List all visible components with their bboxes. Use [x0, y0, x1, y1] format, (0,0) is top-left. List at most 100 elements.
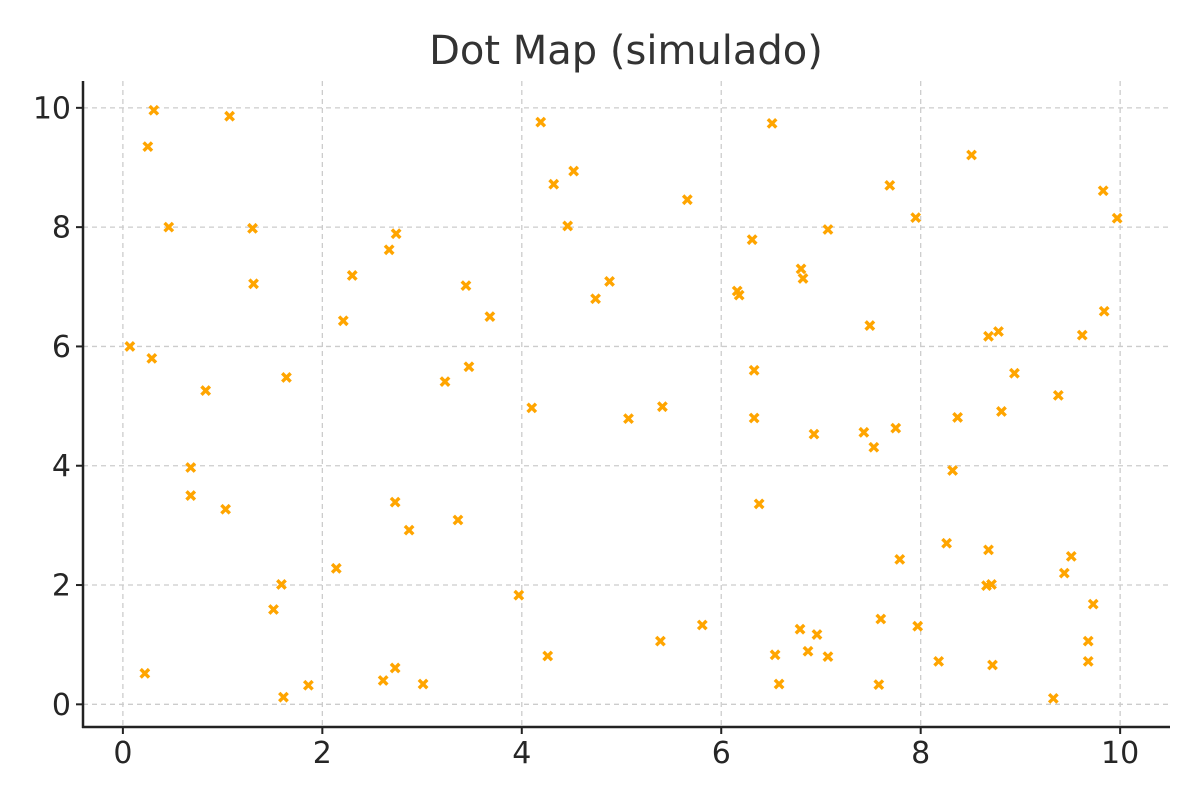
x-tick-label: 4	[512, 736, 531, 771]
data-point-stroke	[268, 604, 279, 615]
y-tick-label: 4	[52, 449, 71, 484]
data-point	[873, 679, 885, 691]
data-point	[276, 579, 287, 590]
data-point-stroke	[148, 104, 160, 116]
data-point-stroke	[773, 678, 785, 690]
data-point	[794, 623, 806, 635]
data-point	[247, 222, 258, 234]
y-tick-label: 6	[52, 330, 71, 365]
data-point	[912, 620, 924, 632]
data-point-stroke	[1097, 185, 1109, 197]
data-point-stroke	[439, 376, 451, 388]
data-point-stroke	[535, 116, 547, 128]
data-point-stroke	[986, 579, 997, 590]
data-point	[337, 315, 349, 327]
data-point	[535, 116, 547, 128]
data-point-stroke	[330, 562, 342, 574]
data-point-stroke	[696, 619, 708, 631]
data-point	[868, 441, 880, 453]
data-point-stroke	[808, 428, 820, 440]
data-point	[894, 553, 906, 565]
data-point	[200, 385, 212, 396]
data-point-stroke	[1058, 567, 1070, 579]
data-point	[590, 293, 601, 305]
data-point	[952, 412, 963, 423]
data-point-stroke	[220, 503, 232, 515]
y-tick-label: 0	[52, 688, 71, 723]
data-point-stroke	[993, 326, 1004, 337]
data-point	[562, 220, 574, 232]
data-point-stroke	[947, 465, 959, 476]
data-point-stroke	[389, 662, 401, 674]
data-point-stroke	[604, 276, 615, 287]
data-point	[941, 537, 953, 549]
data-point-stroke	[460, 280, 472, 291]
data-point	[890, 422, 902, 434]
data-point	[1098, 305, 1110, 317]
data-point	[933, 655, 945, 667]
data-point	[1052, 389, 1064, 401]
data-point	[766, 117, 778, 129]
data-point	[947, 465, 959, 476]
data-point-stroke	[1082, 655, 1094, 667]
data-point-stroke	[875, 613, 887, 625]
data-point-stroke	[941, 537, 953, 549]
data-point	[403, 524, 415, 536]
data-point	[142, 141, 154, 153]
data-point	[346, 270, 358, 281]
y-tick-label: 2	[52, 569, 71, 604]
data-point-stroke	[868, 441, 880, 453]
data-point-stroke	[1065, 551, 1077, 562]
data-point	[773, 678, 785, 690]
data-point-stroke	[623, 413, 634, 425]
data-point	[802, 645, 814, 657]
data-point-stroke	[383, 244, 395, 256]
data-point-stroke	[1009, 367, 1020, 379]
data-point-stroke	[139, 667, 151, 679]
data-point	[484, 311, 496, 323]
data-point-stroke	[884, 179, 896, 191]
data-point	[389, 662, 401, 674]
data-point-stroke	[185, 462, 197, 473]
data-point	[1076, 329, 1088, 341]
data-point-stroke	[302, 679, 314, 691]
data-point-stroke	[746, 234, 758, 246]
data-point	[220, 503, 232, 515]
axes	[81, 81, 1170, 729]
data-point	[875, 613, 887, 625]
data-point	[248, 278, 259, 290]
data-point	[656, 401, 668, 413]
data-point-stroke	[163, 221, 175, 233]
data-point-stroke	[655, 635, 666, 647]
data-point	[986, 579, 997, 590]
data-point-stroke	[1098, 305, 1110, 317]
data-point-stroke	[912, 620, 924, 632]
data-point	[185, 490, 197, 501]
data-point	[281, 372, 292, 383]
data-point-stroke	[276, 579, 287, 590]
data-point-stroke	[753, 498, 765, 510]
data-point	[996, 406, 1007, 417]
data-point-stroke	[278, 691, 289, 703]
data-point	[1009, 367, 1020, 379]
data-point	[1082, 655, 1094, 667]
data-point-stroke	[656, 401, 668, 413]
data-point-stroke	[1111, 212, 1123, 224]
data-point-stroke	[337, 315, 349, 327]
data-point-stroke	[142, 141, 154, 153]
data-point	[330, 562, 342, 574]
data-point-stroke	[983, 330, 994, 342]
x-tick-label: 10	[1101, 736, 1139, 771]
data-point	[526, 402, 538, 414]
data-point-stroke	[894, 553, 906, 565]
data-point-stroke	[124, 341, 136, 352]
data-point	[224, 110, 235, 122]
data-point-stroke	[987, 659, 998, 671]
data-point	[884, 179, 896, 191]
data-point	[460, 280, 472, 291]
data-point-stroke	[389, 496, 401, 508]
data-point	[993, 326, 1004, 337]
data-point	[910, 212, 922, 223]
data-point	[148, 104, 160, 116]
data-point	[858, 426, 870, 438]
